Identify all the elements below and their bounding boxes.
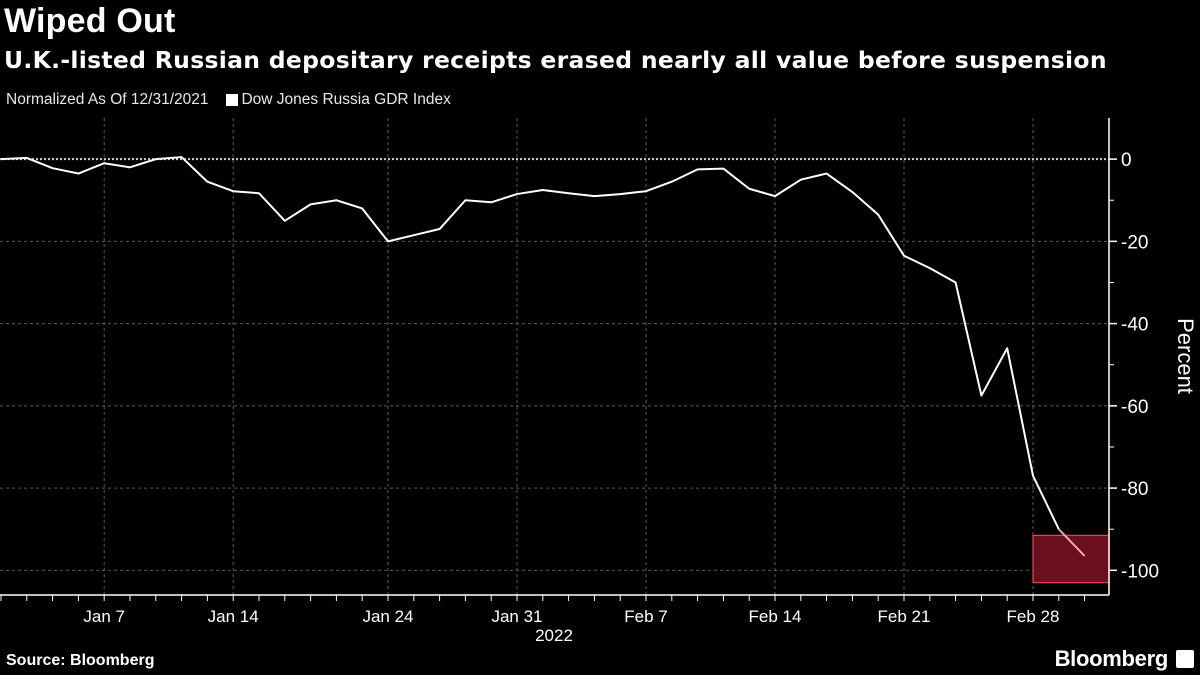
x-tick-label: Jan 7 [83,607,125,626]
legend-swatch [226,94,239,106]
legend-label: Dow Jones Russia GDR Index [241,91,451,108]
y-tick-label: -20 [1121,232,1148,253]
y-tick-label: -60 [1121,397,1148,418]
y-axis-label: Percent [1173,318,1198,394]
series-layer [0,156,1086,557]
chart-subtitle: U.K.-listed Russian depositary receipts … [4,46,1107,74]
y-tick-label: 0 [1121,150,1132,171]
bloomberg-chart-icon [1176,650,1194,668]
x-tick-label: Feb 14 [749,607,802,626]
chart-title: Wiped Out [4,2,176,40]
bloomberg-logo: Bloomberg [1054,646,1169,671]
grid [0,118,1109,595]
x-tick-label: Jan 24 [362,607,413,626]
year-label: 2022 [535,626,573,645]
source-note: Source: Bloomberg [6,652,155,669]
x-tick-label: Feb 21 [878,607,931,626]
y-tick-label: -80 [1121,479,1148,500]
axes: 0 -20 -40 -60 -80 -100 Jan 7 Jan 14 Jan 24 Jan 31… [0,118,1198,645]
series-line-highlighted-segment [1058,528,1086,557]
x-tick-label: Feb 28 [1007,607,1060,626]
x-tick-label: Feb 7 [624,607,667,626]
normalization-note: Normalized As Of 12/31/2021 [6,91,209,108]
series-line-dow-jones-russia-gdr [0,156,1060,530]
y-tick-label: -40 [1121,315,1148,336]
y-tick-label: -100 [1121,561,1159,582]
x-tick-label: Jan 14 [208,607,259,626]
x-tick-label: Jan 31 [491,607,542,626]
legend: Normalized As Of 12/31/2021 Dow Jones Ru… [6,91,451,109]
